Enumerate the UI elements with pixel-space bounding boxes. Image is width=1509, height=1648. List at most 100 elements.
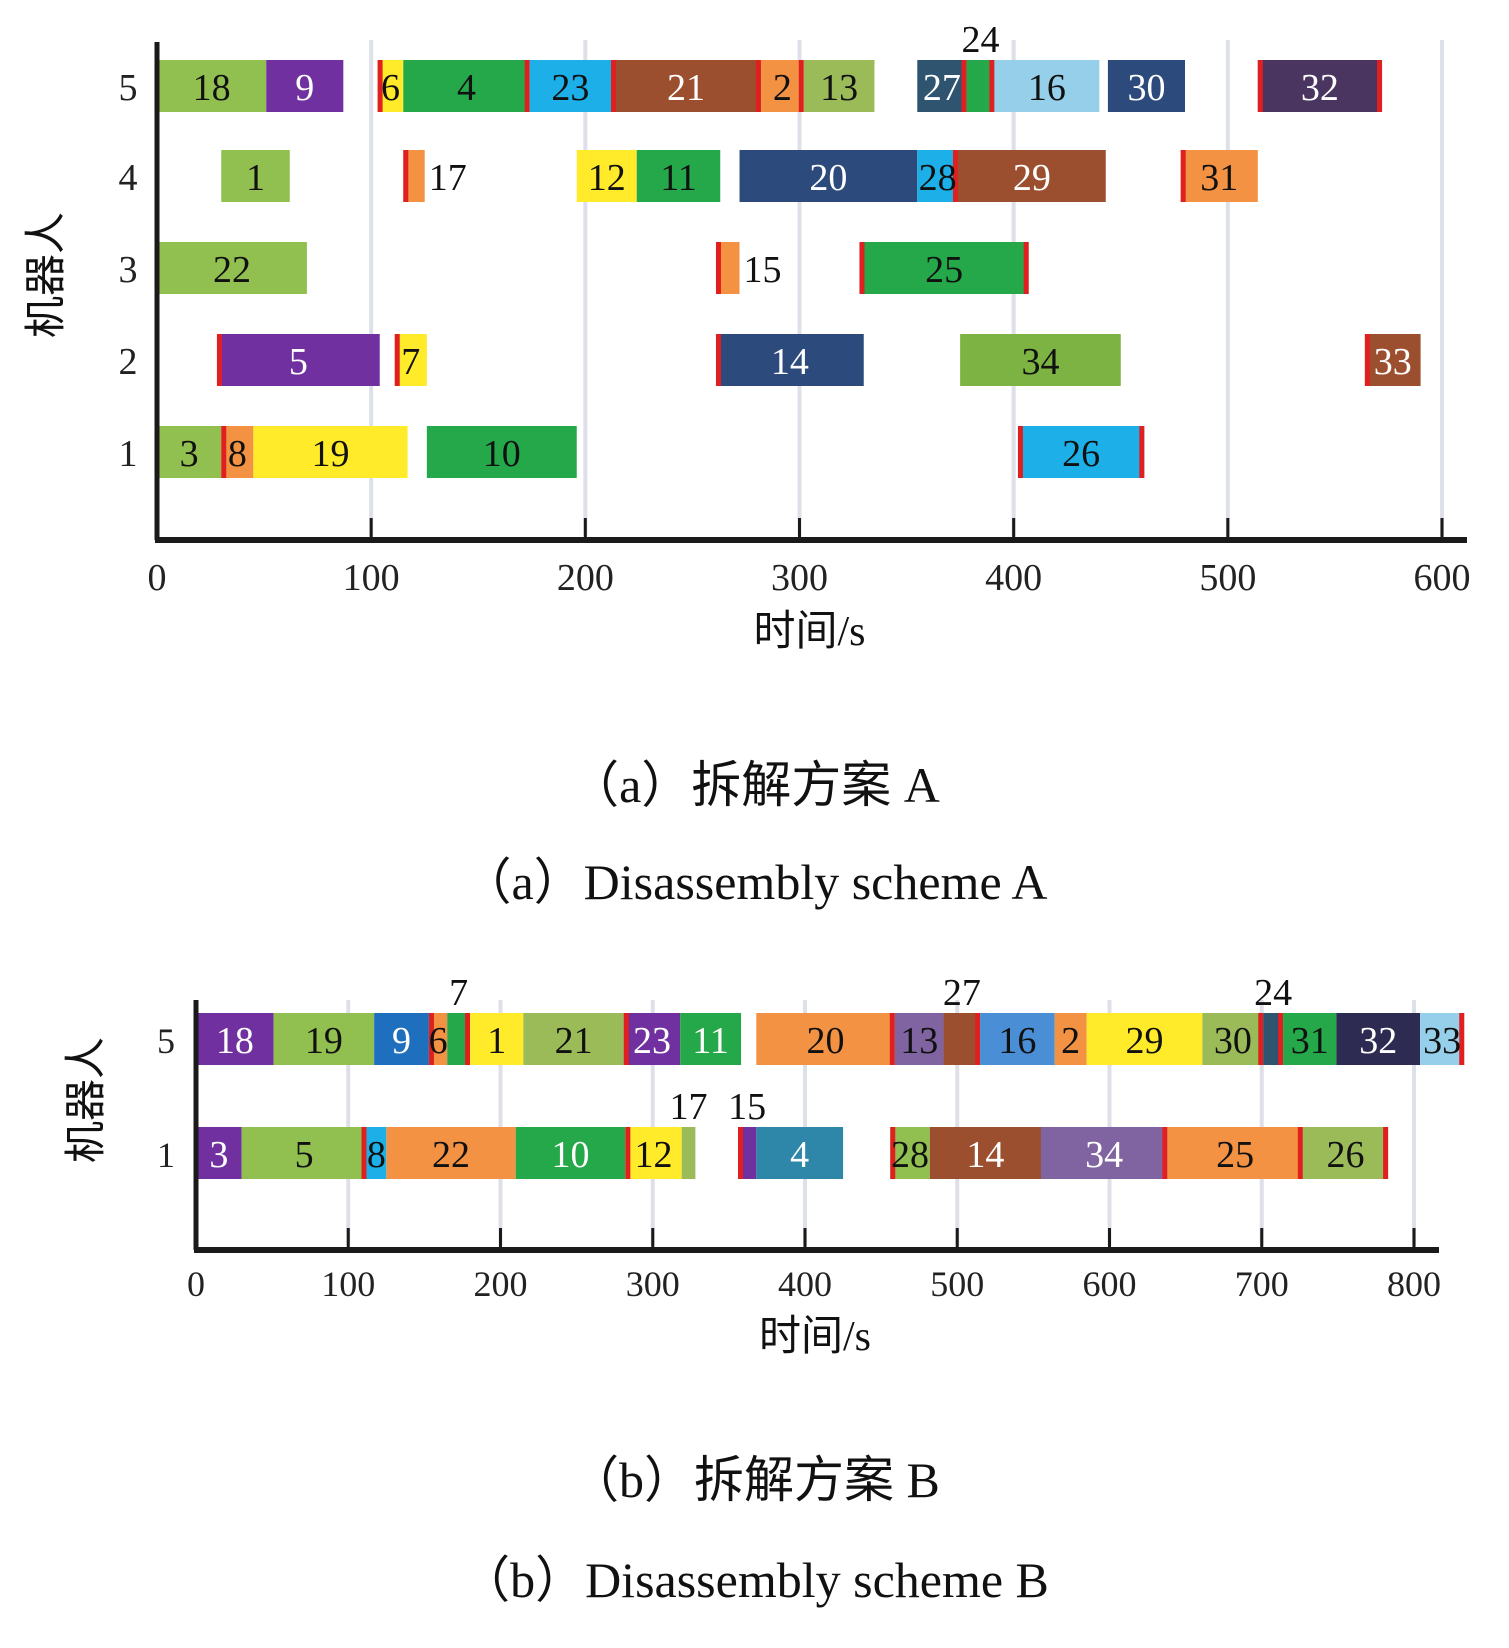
task-label: 5 xyxy=(295,1134,314,1176)
task-bar xyxy=(756,1127,844,1179)
task-bar xyxy=(1257,60,1383,112)
task-bar xyxy=(803,60,875,112)
task-label: 2 xyxy=(773,67,792,109)
task-bar xyxy=(739,150,918,202)
task-label: 7 xyxy=(401,341,420,383)
task-label: 20 xyxy=(807,1020,845,1062)
task-label: 31 xyxy=(1200,157,1238,199)
task-end-marker xyxy=(798,60,804,112)
task-end-marker xyxy=(755,60,761,112)
task-bar xyxy=(760,60,804,112)
task-label: 4 xyxy=(457,67,476,109)
task-bar xyxy=(253,426,408,478)
task-start-marker xyxy=(623,1013,629,1065)
task-end-marker xyxy=(1297,1127,1303,1179)
task-start-marker xyxy=(394,334,400,386)
task-label: 9 xyxy=(392,1020,411,1062)
task-label: 6 xyxy=(429,1020,448,1062)
task-bar xyxy=(1283,1013,1337,1065)
task-bar xyxy=(894,1013,944,1065)
task-bar xyxy=(216,334,380,386)
y-tick-label: 5 xyxy=(119,67,138,109)
task-label: 28 xyxy=(919,157,957,199)
task-label: 18 xyxy=(193,67,231,109)
task-label: 28 xyxy=(891,1134,929,1176)
x-tick-label: 0 xyxy=(148,557,167,599)
task-label: 10 xyxy=(552,1134,590,1176)
x-tick-label: 100 xyxy=(321,1264,375,1304)
y-tick-label: 5 xyxy=(157,1021,175,1061)
task-bar xyxy=(273,1013,375,1065)
y-axis-label: 机器人 xyxy=(64,1037,110,1163)
task-start-marker xyxy=(611,60,617,112)
task-label: 10 xyxy=(483,433,521,475)
task-label: 25 xyxy=(925,249,963,291)
task-start-marker xyxy=(715,242,721,294)
x-tick-label: 200 xyxy=(557,557,614,599)
task-bar xyxy=(957,150,1106,202)
task-bar xyxy=(943,1013,981,1065)
task-end-marker xyxy=(524,60,530,112)
task-bar xyxy=(529,60,612,112)
x-tick-label: 800 xyxy=(1387,1264,1441,1304)
task-label: 13 xyxy=(900,1020,938,1062)
task-bar xyxy=(680,1013,742,1065)
y-tick-label: 1 xyxy=(157,1135,175,1175)
y-axis-label: 机器人 xyxy=(24,212,70,338)
task-end-marker xyxy=(952,150,958,202)
task-bar xyxy=(157,426,222,478)
task-bar xyxy=(403,150,425,202)
task-label: 16 xyxy=(1028,67,1066,109)
task-label: 7 xyxy=(449,972,468,1014)
task-bar xyxy=(917,150,958,202)
task-bar xyxy=(196,1127,242,1179)
task-label: 15 xyxy=(744,249,782,291)
task-start-marker xyxy=(715,334,721,386)
task-bar xyxy=(196,1013,274,1065)
task-bar xyxy=(960,334,1121,386)
task-bar xyxy=(1202,1013,1264,1065)
task-label: 22 xyxy=(213,249,251,291)
caption-a-en: （a）Disassembly scheme A xyxy=(461,854,1048,910)
x-axis-label: 时间/s xyxy=(759,1314,871,1360)
task-label: 16 xyxy=(998,1020,1036,1062)
task-label: 34 xyxy=(1021,341,1059,383)
task-bar xyxy=(1107,60,1185,112)
task-start-marker xyxy=(1257,60,1263,112)
task-bar xyxy=(1054,1013,1087,1065)
task-bar xyxy=(447,1013,471,1065)
x-tick-label: 600 xyxy=(1414,557,1471,599)
x-tick-label: 0 xyxy=(187,1264,205,1304)
task-label: 33 xyxy=(1374,341,1412,383)
x-tick-label: 200 xyxy=(474,1264,528,1304)
task-bar xyxy=(470,1013,524,1065)
task-end-marker xyxy=(1139,426,1145,478)
task-label: 8 xyxy=(367,1134,386,1176)
task-label: 31 xyxy=(1291,1020,1329,1062)
caption-b-cn: （b）拆解方案 B xyxy=(569,1452,940,1508)
task-bar xyxy=(681,1127,696,1179)
task-end-marker xyxy=(961,60,967,112)
task-label: 1 xyxy=(246,157,265,199)
task-end-marker xyxy=(1162,1127,1168,1179)
x-tick-label: 700 xyxy=(1235,1264,1289,1304)
task-end-marker xyxy=(1377,60,1383,112)
task-bar xyxy=(917,60,967,112)
task-label: 19 xyxy=(311,433,349,475)
task-start-marker xyxy=(738,1127,744,1179)
task-label: 34 xyxy=(1085,1134,1123,1176)
task-bar xyxy=(859,242,1029,294)
task-bar xyxy=(523,1013,624,1065)
task-bar xyxy=(1302,1127,1389,1179)
task-label: 23 xyxy=(633,1020,671,1062)
x-tick-label: 500 xyxy=(1199,557,1256,599)
task-end-marker xyxy=(889,1013,895,1065)
task-start-marker xyxy=(625,1127,631,1179)
task-bar xyxy=(1040,1127,1168,1179)
task-label: 26 xyxy=(1062,433,1100,475)
task-label: 9 xyxy=(295,67,314,109)
task-bar xyxy=(157,60,267,112)
task-start-marker xyxy=(1180,150,1186,202)
task-label: 14 xyxy=(966,1134,1004,1176)
